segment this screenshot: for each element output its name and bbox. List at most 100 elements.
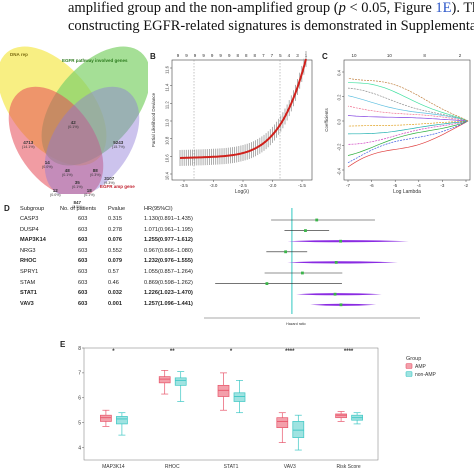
y-tick-label: 10.8 (165, 136, 170, 145)
ci-violin (310, 303, 377, 306)
coefficient-path (347, 87, 469, 122)
forest-cell-p: 0.278 (108, 226, 122, 233)
forest-cell-hr: 1.255(0.977–1.612) (144, 237, 193, 244)
box-iqr (233, 392, 246, 402)
x-tick-label: -4 (417, 183, 421, 188)
forest-cell-n: 603 (78, 290, 88, 297)
forest-x-label: Hazard ratio (286, 322, 306, 326)
hr-point (339, 303, 343, 307)
venn-count-percent: (0.3%) (90, 173, 101, 177)
venn-count-value: 88 (92, 168, 98, 173)
x-tick-label: MAP3K14 (102, 464, 125, 470)
coefficient-path (347, 120, 469, 164)
forest-cell-p: 0.46 (108, 279, 119, 286)
significance-label: ** (170, 349, 175, 355)
hr-point (301, 271, 304, 275)
forest-cell-hr: 0.967(0.866–1.080) (144, 247, 193, 254)
venn-label-top-left: DNA rep (10, 52, 28, 57)
y-tick-label: 11.6 (165, 65, 170, 74)
box-iqr (100, 414, 112, 422)
forest-plot: Hazard ratio (204, 208, 420, 326)
y-tick-label: 7 (78, 371, 81, 377)
top-tick-label: 2 (459, 53, 462, 58)
venn-count-percent: (9.3%) (104, 181, 115, 185)
coefficient-path (347, 95, 469, 122)
venn-count-percent: (0.1%) (68, 125, 79, 129)
venn-count-percent: (0.0%) (42, 165, 53, 169)
x-tick-label: -7 (346, 183, 350, 188)
x-tick-label: -3.0 (210, 183, 218, 188)
coefficient-path (347, 115, 469, 122)
lasso-coefficient-plot: 10 10 8 2 -0.4 -0.2 0.0 0.2 0.4 -7 -6 -5 -4 -3 -2 Log L… (324, 53, 471, 194)
forest-cell-gene: RHOC (20, 258, 37, 265)
y-tick-label: 6 (78, 396, 81, 402)
top-tick-label: 8 (236, 53, 239, 58)
top-tick-label: 8 (245, 53, 248, 58)
top-tick-label: 9 (202, 53, 205, 58)
panel-c-label: C (322, 52, 328, 61)
forest-cell-gene: VAV3 (20, 300, 34, 307)
forest-cell-gene: SPRY1 (20, 269, 39, 275)
x-axis-label: Log Lambda (393, 189, 421, 194)
coefficient-path (347, 105, 469, 122)
forest-cell-n: 603 (78, 247, 88, 254)
legend-title: Group (406, 356, 421, 362)
y-tick-label: 11.0 (165, 118, 170, 127)
top-tick-label: 10 (351, 53, 357, 58)
forest-cell-p: 0.315 (108, 216, 122, 222)
plot-frame (343, 59, 471, 181)
x-tick-label: STAT1 (224, 464, 239, 470)
top-tick-label: 5 (279, 53, 282, 58)
forest-cell-hr: 1.055(0.857–1.264) (144, 269, 193, 275)
y-tick-label: 5 (78, 420, 81, 426)
x-tick-label: -6 (370, 183, 374, 188)
lasso-cv-plot: 999999988877543110.410.610.811.011.211.4… (151, 51, 313, 194)
hr-point (265, 282, 269, 285)
venn-count: 5243 (15.7%) (112, 140, 125, 150)
forest-table: Subgroup No. of patients Pvalue HR(95%CI… (20, 206, 210, 326)
forest-cell-gene: DUSP4 (20, 226, 39, 233)
venn-count: 14 (0.0%) (42, 160, 53, 170)
x-tick-label: VAV3 (284, 464, 296, 470)
venn-count-percent: (0.1%) (72, 185, 83, 189)
x-tick-label: RHOC (165, 464, 180, 470)
box-iqr (217, 384, 230, 397)
y-tick-label: 4 (78, 445, 81, 451)
forest-cell-n: 603 (78, 237, 88, 244)
y-tick-label: -0.2 (337, 143, 342, 151)
panel-b-label: B (150, 52, 156, 61)
top-tick-label: 7 (262, 53, 265, 58)
header-subgroup: Subgroup (20, 206, 45, 212)
plot-frame (83, 347, 379, 461)
coefficient-path (347, 77, 469, 122)
venn-panel: DNA rep EGFR pathway involved genes EGFR… (0, 44, 151, 209)
forest-cell-gene: STAT1 (20, 290, 37, 297)
venn-set-red (8, 86, 104, 198)
forest-cell-gene: MAP3K14 (20, 237, 46, 244)
venn-count: 4713 (14.1%) (22, 140, 35, 150)
legend-swatch (405, 363, 413, 369)
significance-label: **** (285, 349, 295, 355)
top-tick-label: 8 (254, 53, 257, 58)
hr-point (304, 229, 307, 232)
y-tick-label: 10.6 (165, 154, 170, 163)
box-iqr (116, 416, 128, 425)
y-tick-label: 8 (78, 346, 81, 352)
venn-set-purple (44, 86, 140, 198)
forest-cell-hr: 1.130(0.891–1.435) (144, 216, 193, 222)
top-tick-label: 9 (185, 53, 188, 58)
forest-cell-n: 603 (78, 300, 88, 307)
venn-label-bottom-right: EGFR amp gene (100, 184, 135, 189)
significance-label: **** (344, 349, 354, 355)
forest-cell-n: 603 (78, 226, 88, 233)
panel-e-label: E (60, 340, 66, 349)
ci-violin (287, 261, 398, 264)
coefficient-path (348, 82, 469, 122)
figure-ref-link[interactable]: 1E (435, 0, 452, 16)
top-tick-label: 9 (228, 53, 231, 58)
forest-cell-hr: 0.869(0.598–1.262) (144, 279, 193, 286)
y-tick-label: 11.2 (165, 101, 170, 110)
venn-count: 88 (0.3%) (90, 168, 101, 178)
venn-count-value: 847 (73, 200, 82, 205)
forest-cell-n: 603 (78, 269, 88, 275)
